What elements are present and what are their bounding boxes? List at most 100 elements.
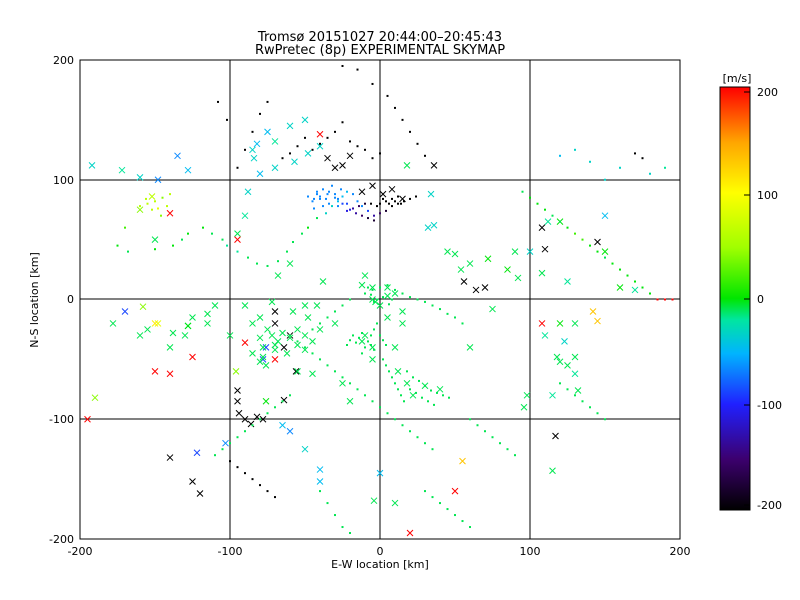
data-point-x-marker <box>369 356 376 363</box>
data-point-x-marker <box>369 182 376 190</box>
data-point-dot <box>641 286 644 289</box>
data-point-x-marker <box>301 332 309 339</box>
data-point-dot <box>581 400 584 403</box>
data-point-dot <box>409 197 411 200</box>
data-point-x-marker <box>549 467 556 475</box>
data-point-x-marker <box>589 308 597 315</box>
data-point-dot <box>356 200 359 203</box>
data-point-x-marker <box>154 176 162 184</box>
data-point-dot <box>446 508 449 511</box>
data-point-x-marker <box>253 140 261 148</box>
data-point-x-marker <box>91 394 99 402</box>
data-point-x-marker <box>289 308 297 315</box>
data-point-dot <box>236 250 239 253</box>
data-point-x-marker <box>489 305 496 313</box>
data-point-x-marker <box>268 332 276 339</box>
data-point-x-marker <box>139 303 147 311</box>
data-point-dot <box>356 388 359 391</box>
data-point-dot <box>574 394 576 397</box>
data-point-x-marker <box>166 344 174 351</box>
colorbar-ticks <box>744 91 750 506</box>
data-point-dot <box>169 193 171 196</box>
data-point-x-marker <box>316 478 324 485</box>
data-point-dot <box>371 288 374 291</box>
data-point-dot <box>439 308 441 311</box>
data-point-dot <box>331 205 333 208</box>
data-point-dot <box>626 274 629 277</box>
data-point-x-marker <box>268 298 276 306</box>
data-point-dot <box>581 238 584 241</box>
data-point-dot <box>409 430 411 433</box>
data-point-dot <box>346 202 348 205</box>
data-point-dot <box>247 256 249 259</box>
data-point-x-marker <box>234 397 241 405</box>
data-point-dot <box>236 166 239 169</box>
data-point-dot <box>361 214 363 217</box>
data-point-dot <box>266 412 269 415</box>
data-point-x-marker <box>406 529 414 537</box>
data-point-x-marker <box>249 350 256 357</box>
data-point-x-marker <box>241 212 249 220</box>
data-point-x-marker <box>391 344 399 351</box>
data-point-x-marker <box>304 150 312 157</box>
data-point-x-marker <box>286 334 294 342</box>
data-point-dot <box>371 82 374 85</box>
data-point-dot <box>334 370 336 373</box>
data-point-x-marker <box>271 346 279 354</box>
data-point-dot <box>431 304 434 307</box>
data-point-x-marker <box>358 281 366 289</box>
data-point-x-marker <box>136 174 144 181</box>
data-point-x-marker <box>271 164 279 172</box>
data-point-dot <box>346 190 348 193</box>
data-point-x-marker <box>427 190 435 198</box>
data-point-x-marker <box>523 391 531 399</box>
data-point-x-marker <box>571 353 579 361</box>
data-point-dot <box>367 286 369 289</box>
data-point-dot <box>604 418 606 421</box>
data-point-dot <box>361 332 363 335</box>
data-point-x-marker <box>294 367 301 375</box>
data-point-dot <box>346 209 348 212</box>
data-point-dot <box>664 298 666 301</box>
data-point-x-marker <box>234 230 241 237</box>
data-point-dot <box>379 212 381 215</box>
data-point-x-marker <box>174 152 181 160</box>
data-point-x-marker <box>286 260 294 267</box>
x-axis-label: E-W location [km] <box>331 558 429 571</box>
data-point-dot <box>355 212 357 215</box>
data-point-x-marker <box>271 341 279 349</box>
data-point-dot <box>304 346 306 349</box>
data-point-x-marker <box>211 302 219 309</box>
data-point-dot <box>340 188 342 191</box>
data-point-dot <box>229 460 231 463</box>
data-point-dot <box>259 112 261 115</box>
data-point-x-marker <box>151 320 159 327</box>
data-point-x-marker <box>232 367 240 375</box>
data-point-x-marker <box>574 387 582 394</box>
data-point-x-marker <box>262 362 270 369</box>
data-point-x-marker <box>166 454 174 461</box>
data-point-dot <box>349 140 351 143</box>
data-point-dot <box>431 496 434 499</box>
data-point-dot <box>337 200 339 203</box>
data-point-dot <box>382 296 384 299</box>
data-point-dot <box>221 238 224 241</box>
data-point-dot <box>634 152 636 155</box>
data-point-dot <box>415 391 417 394</box>
data-point-dot <box>649 172 651 175</box>
data-point-dot <box>371 157 374 160</box>
data-point-dot <box>154 200 156 203</box>
data-point-x-marker <box>84 415 91 423</box>
data-point-x-marker <box>399 308 406 315</box>
data-point-x-marker <box>538 269 546 277</box>
data-point-x-marker <box>571 370 579 378</box>
data-point-dot <box>292 241 294 244</box>
data-point-x-marker <box>346 152 354 160</box>
data-point-x-marker <box>274 272 282 279</box>
data-point-x-marker <box>394 367 402 375</box>
data-point-dot <box>382 339 384 342</box>
data-point-x-marker <box>279 421 286 429</box>
data-point-dot <box>416 436 419 439</box>
data-point-dot <box>544 208 546 211</box>
